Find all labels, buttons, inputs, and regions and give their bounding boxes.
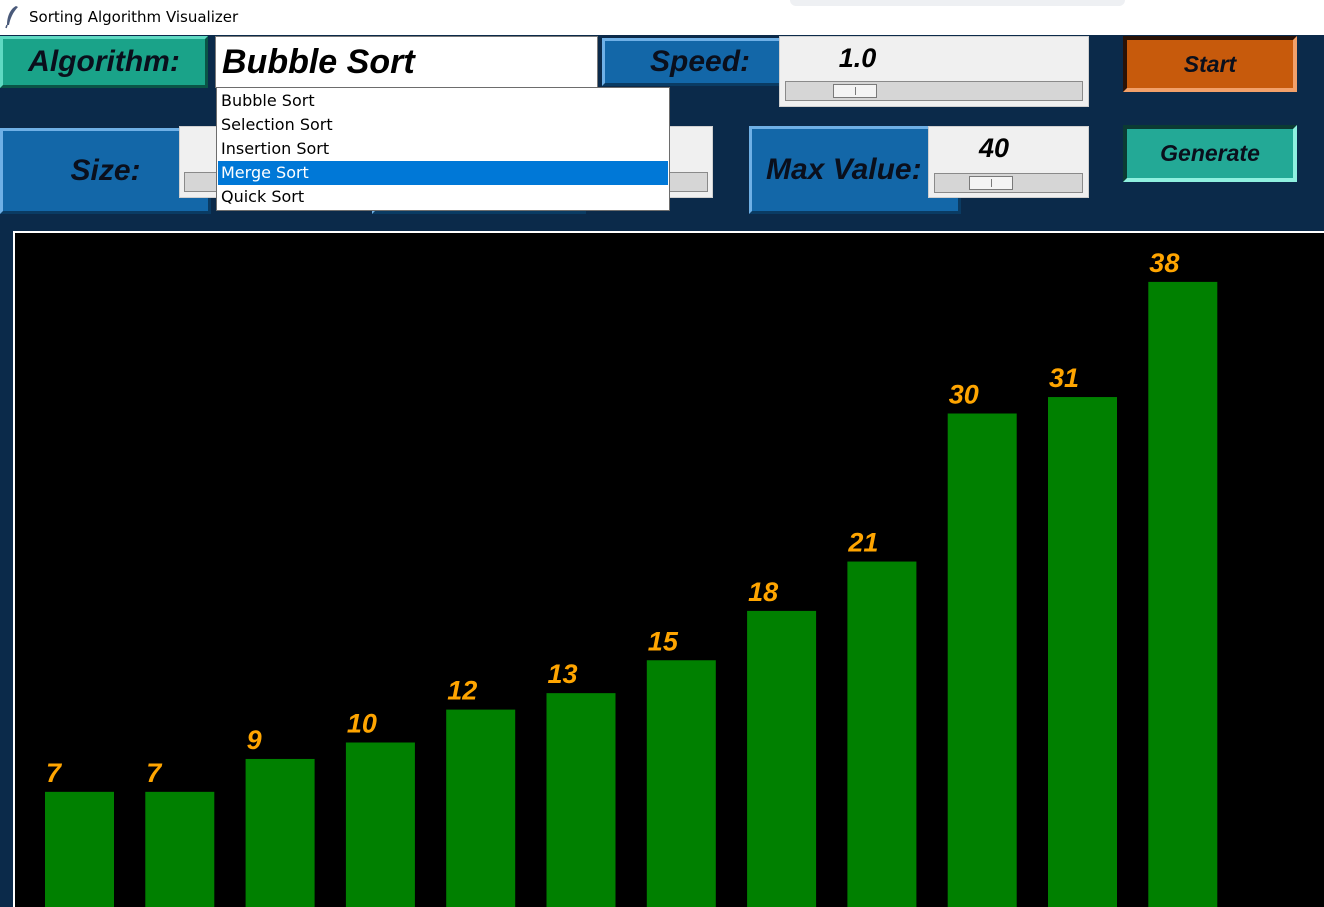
bar-value-label: 30: [949, 380, 979, 410]
bar: [747, 610, 817, 907]
speed-slider-trough[interactable]: [785, 81, 1083, 101]
size-label: Size:: [0, 128, 211, 214]
visualization-canvas: 7 7 9 10 12 13 15 18 21 30 31 38: [13, 231, 1324, 907]
bar: [345, 742, 415, 907]
bar: [947, 413, 1017, 907]
algorithm-label: Algorithm:: [0, 36, 208, 88]
bar-value-label: 31: [1049, 363, 1079, 393]
title-bar: Sorting Algorithm Visualizer: [0, 0, 1324, 35]
max-value-slider[interactable]: 40: [928, 126, 1089, 198]
bar-value-label: 7: [46, 758, 63, 788]
bar: [145, 791, 215, 907]
speed-label: Speed:: [602, 38, 798, 86]
algorithm-combobox[interactable]: Bubble Sort: [215, 36, 598, 88]
max-value-display: 40: [978, 133, 1010, 163]
bar: [245, 758, 315, 907]
algorithm-option[interactable]: Merge Sort: [218, 161, 668, 185]
algorithm-dropdown-list[interactable]: Bubble Sort Selection Sort Insertion Sort M…: [216, 87, 670, 211]
speed-slider[interactable]: 1.0: [779, 36, 1089, 107]
bar-value-label: 12: [447, 676, 477, 706]
bar: [847, 561, 917, 907]
algorithm-option[interactable]: Bubble Sort: [221, 91, 315, 110]
bar-value-label: 15: [648, 626, 679, 656]
algorithm-option[interactable]: Selection Sort: [221, 115, 333, 134]
title-bar-shadow: [790, 0, 1125, 6]
bar-value-label: 18: [748, 577, 778, 607]
speed-slider-thumb[interactable]: [833, 84, 877, 98]
bar: [646, 660, 716, 907]
bar-value-label: 13: [548, 659, 578, 689]
bar: [45, 791, 114, 907]
max-value-slider-thumb[interactable]: [969, 176, 1013, 190]
bar: [1148, 281, 1218, 907]
bar-value-label: 21: [847, 528, 878, 558]
algorithm-option[interactable]: Quick Sort: [221, 187, 305, 206]
bar-value-label: 38: [1149, 248, 1179, 278]
algorithm-option[interactable]: Insertion Sort: [221, 139, 330, 158]
window-title: Sorting Algorithm Visualizer: [29, 8, 239, 26]
max-value-label: Max Value:: [749, 126, 961, 214]
start-button[interactable]: Start: [1123, 36, 1297, 92]
bar-value-label: 9: [247, 725, 262, 755]
feather-icon: [5, 6, 18, 29]
speed-value: 1.0: [838, 43, 877, 73]
max-value-slider-trough[interactable]: [934, 173, 1083, 193]
bar-value-label: 10: [347, 709, 377, 739]
bar-chart: 7 7 9 10 12 13 15 18 21 30 31 38: [45, 248, 1218, 907]
generate-button[interactable]: Generate: [1123, 125, 1297, 182]
bar: [546, 693, 616, 907]
bar: [1048, 397, 1117, 907]
bar: [446, 709, 516, 907]
bar-value-label: 7: [146, 758, 163, 788]
